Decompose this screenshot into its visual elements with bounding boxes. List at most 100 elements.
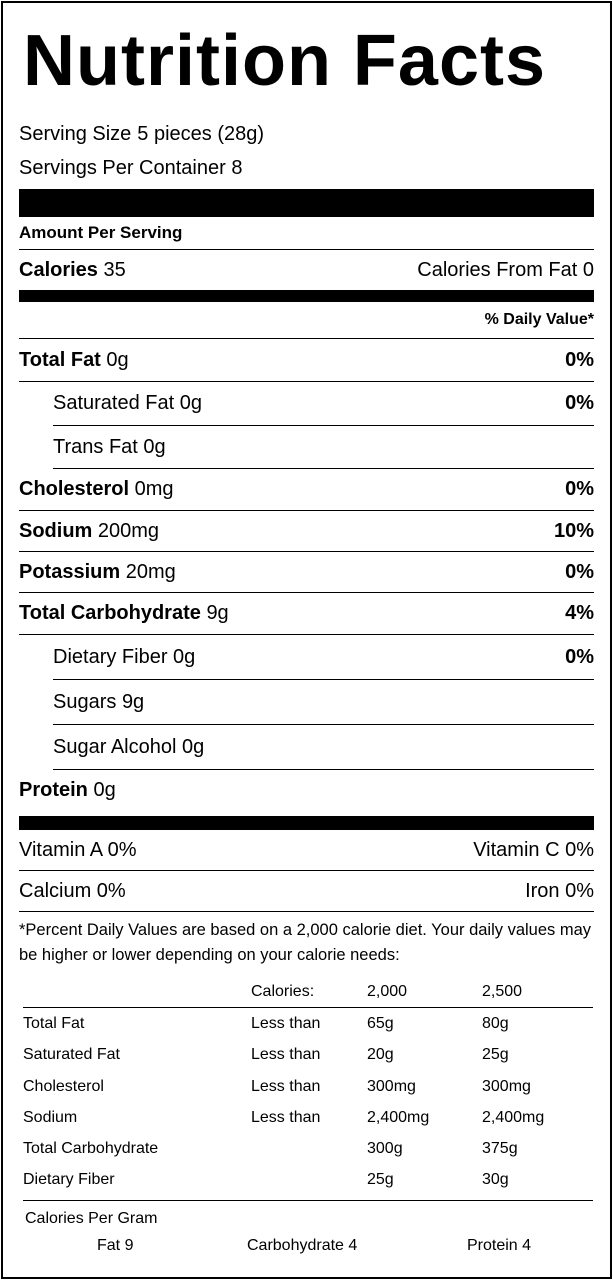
nutrient-dv: 0%	[565, 392, 594, 414]
nutrient-row-potassium: Potassium 20mg 0%	[19, 552, 594, 593]
dv-header-cell: 2,500	[482, 982, 523, 1000]
nutrient-row-cholesterol: Cholesterol 0mg 0%	[19, 469, 594, 511]
nutrient-row-sugar-alcohol: Sugar Alcohol 0g	[53, 725, 594, 770]
dv-cell: Less than	[251, 1046, 321, 1064]
nutrient-amount: 9g	[121, 690, 145, 713]
table-row: Dietary Fiber 25g 30g	[23, 1165, 593, 1196]
dv-cell: 300mg	[482, 1077, 531, 1095]
calories-per-gram-label: Calories Per Gram	[25, 1210, 158, 1228]
nutrient-row-total-fat: Total Fat 0g 0%	[19, 339, 594, 382]
dv-cell: Total Carbohydrate	[23, 1140, 159, 1158]
nutrient-dv: 0%	[565, 645, 594, 668]
dv-cell: 20g	[367, 1046, 394, 1064]
nutrient-label: Sugars	[53, 690, 117, 713]
nutrient-label: Trans Fat	[53, 435, 138, 458]
dv-header-cell: 2,000	[367, 982, 408, 1000]
vitamin-row-a-c: Vitamin A 0% Vitamin C 0%	[19, 830, 594, 871]
nutrient-dv: 10%	[553, 519, 594, 542]
table-row: Cholesterol Less than 300mg 300mg	[23, 1071, 593, 1102]
nutrient-amount: 0g	[173, 645, 196, 668]
nutrient-dv: 4%	[565, 602, 594, 624]
daily-value-header: % Daily Value*	[484, 311, 594, 328]
nutrient-amount: 0g	[143, 435, 166, 458]
dv-cell: Dietary Fiber	[23, 1171, 115, 1189]
nutrient-amount: 200mg	[97, 519, 160, 542]
thick-divider	[19, 189, 594, 217]
calories-text: Calories 35	[19, 259, 126, 282]
nutrient-label: Protein	[19, 778, 88, 801]
nutrient-row-trans-fat: Trans Fat 0g	[53, 426, 594, 469]
nutrient-amount: 0g	[93, 778, 116, 801]
nutrient-label: Sodium	[19, 519, 93, 542]
calories-per-gram-values: Fat 9 Carbohydrate 4 Protein 4	[23, 1237, 593, 1263]
dv-cell: Less than	[251, 1077, 321, 1095]
iron: Iron 0%	[525, 879, 594, 902]
daily-values-table: Calories: 2,000 2,500 Total Fat Less tha…	[23, 976, 593, 1196]
nutrient-dv: 0%	[565, 560, 594, 583]
nutrient-row-total-carbohydrate: Total Carbohydrate 9g 4%	[19, 593, 594, 635]
amount-per-serving: Amount Per Serving	[19, 223, 183, 242]
dv-cell	[251, 1165, 367, 1196]
nutrient-amount: 0g	[181, 735, 205, 758]
cpg-carbohydrate: Carbohydrate 4	[247, 1237, 358, 1255]
nutrient-row-sodium: Sodium 200mg 10%	[19, 511, 594, 552]
medium-divider	[19, 816, 594, 830]
serving-size-value: 5 pieces (28g)	[137, 123, 265, 145]
nutrient-amount: 9g	[206, 602, 229, 624]
dv-cell: 80g	[482, 1014, 509, 1032]
dv-cell: Less than	[251, 1108, 321, 1126]
nutrient-label: Total Fat	[19, 348, 101, 371]
daily-values-header-row: Calories: 2,000 2,500	[23, 976, 593, 1008]
nutrient-row-dietary-fiber: Dietary Fiber 0g 0%	[53, 635, 594, 680]
table-row: Saturated Fat Less than 20g 25g	[23, 1040, 593, 1071]
calories-per-gram: Calories Per Gram Fat 9 Carbohydrate 4 P…	[23, 1200, 593, 1263]
serving-size-label: Serving Size	[19, 123, 132, 145]
nutrient-row-sugars: Sugars 9g	[53, 680, 594, 725]
dv-header-cell	[23, 976, 251, 1008]
vitamin-c: Vitamin C 0%	[473, 838, 594, 861]
vitamin-row-calcium-iron: Calcium 0% Iron 0%	[19, 871, 594, 912]
dv-cell: 65g	[367, 1014, 394, 1032]
calories-value: 35	[103, 258, 126, 281]
dv-cell: 300mg	[367, 1077, 416, 1095]
nutrient-amount: 0g	[179, 392, 202, 414]
vitamin-a: Vitamin A 0%	[19, 838, 137, 861]
dv-cell: 30g	[482, 1171, 509, 1189]
dv-cell	[251, 1133, 367, 1164]
nutrient-amount: 20mg	[125, 560, 176, 583]
nutrient-label: Cholesterol	[19, 478, 130, 500]
dv-cell: Total Fat	[23, 1014, 85, 1032]
table-row: Total Fat Less than 65g 80g	[23, 1008, 593, 1040]
cpg-fat: Fat 9	[97, 1237, 134, 1255]
medium-divider	[19, 290, 594, 302]
calories-from-fat: Calories From Fat 0	[417, 258, 594, 281]
dv-cell: 25g	[482, 1046, 509, 1064]
dv-cell: 25g	[367, 1171, 394, 1189]
nutrient-dv: 0%	[565, 348, 594, 371]
daily-value-header-row: % Daily Value*	[19, 302, 594, 339]
dv-cell: Less than	[251, 1014, 321, 1032]
nutrient-amount: 0mg	[134, 478, 174, 500]
calories-label: Calories	[19, 258, 98, 281]
nutrient-label: Sugar Alcohol	[53, 735, 177, 758]
serving-size: Serving Size 5 pieces (28g)	[19, 117, 594, 151]
calcium: Calcium 0%	[19, 879, 126, 902]
dv-cell: 2,400mg	[367, 1108, 430, 1126]
table-row: Sodium Less than 2,400mg 2,400mg	[23, 1102, 593, 1133]
nutrient-label: Saturated Fat	[53, 392, 175, 414]
servings-per-container: Servings Per Container 8	[19, 157, 243, 179]
amount-per-serving-row: Amount Per Serving	[19, 217, 594, 250]
nutrient-label: Potassium	[19, 560, 121, 583]
table-row: Total Carbohydrate 300g 375g	[23, 1133, 593, 1164]
dv-cell: Saturated Fat	[23, 1046, 120, 1064]
dv-cell: Cholesterol	[23, 1077, 104, 1095]
nutrient-label: Dietary Fiber	[53, 645, 168, 668]
nutrient-dv: 0%	[565, 478, 594, 500]
nutrient-row-saturated-fat: Saturated Fat 0g 0%	[53, 382, 594, 426]
cpg-protein: Protein 4	[467, 1237, 532, 1255]
calories-row: Calories 35 Calories From Fat 0	[19, 250, 594, 290]
nutrient-label: Total Carbohydrate	[19, 602, 201, 624]
dv-cell: 375g	[482, 1140, 518, 1158]
footnote: *Percent Daily Values are based on a 2,0…	[19, 921, 592, 964]
